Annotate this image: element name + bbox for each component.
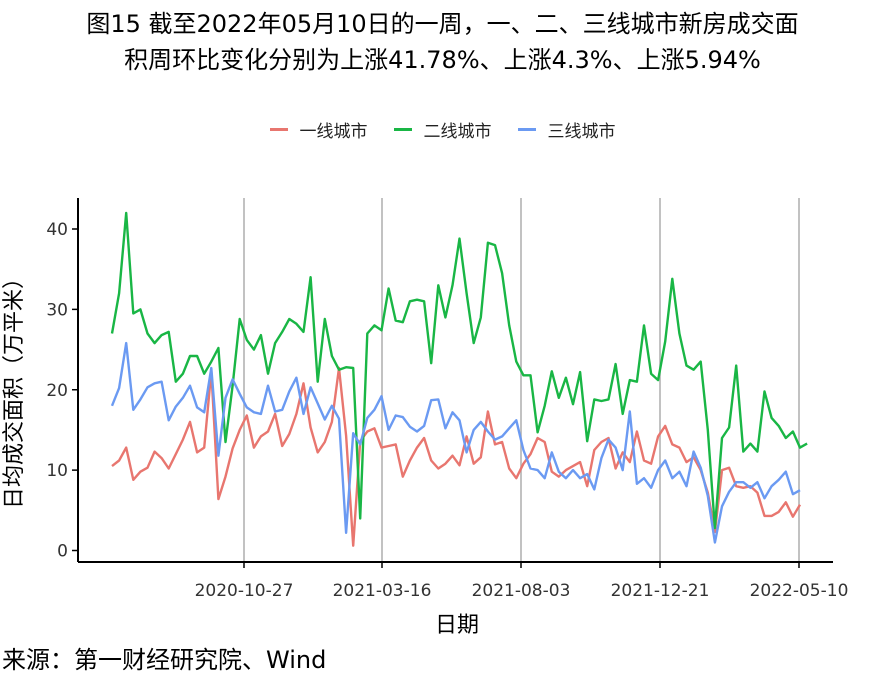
y-tick-label: 10 [46,461,68,481]
source-note: 来源：第一财经研究院、Wind [2,646,327,674]
legend-item-tier1: 一线城市 [269,117,368,142]
y-tick-label: 40 [46,220,68,240]
legend-label-tier1: 一线城市 [299,122,368,142]
x-tick-label: 2021-03-16 [333,581,432,601]
x-tick-label: 2022-05-10 [750,581,849,601]
legend-swatch-tier1 [269,128,288,131]
legend-swatch-tier3 [517,128,536,131]
series-line-tier1 [111,366,802,547]
y-tick-label: 30 [46,300,68,320]
legend-swatch-tier2 [393,128,412,131]
chart-title-line1: 图15 截至2022年05月10日的一周，一、二、三线城市新房成交面 [86,10,799,38]
x-tick-label: 2020-10-27 [195,581,294,601]
chart-title-line2: 积周环比变化分别为上涨41.78%、上涨4.3%、上涨5.94% [124,46,761,74]
series-line-tier3 [110,341,801,544]
legend-label-tier3: 三线城市 [547,122,616,142]
legend-label-tier2: 二线城市 [423,122,492,142]
legend-item-tier2: 二线城市 [393,117,492,142]
legend: 一线城市 二线城市 三线城市 [0,117,885,142]
x-tick-label: 2021-12-21 [611,581,710,601]
series-line-tier2 [110,211,808,530]
x-tick-label: 2021-08-03 [472,581,571,601]
x-axis-label: 日期 [434,613,480,638]
y-axis-label: 日均成交面积（万平米） [2,266,27,510]
y-tick-label: 20 [46,381,68,401]
legend-item-tier3: 三线城市 [517,117,616,142]
y-tick-label: 0 [57,542,68,562]
chart-title: 图15 截至2022年05月10日的一周，一、二、三线城市新房成交面 积周环比变… [0,6,885,78]
